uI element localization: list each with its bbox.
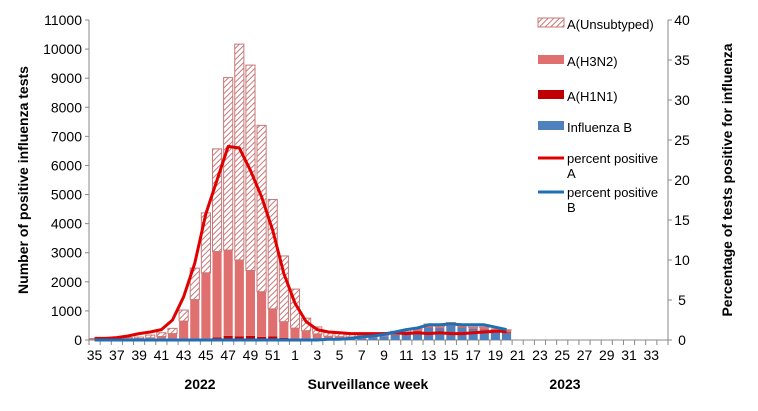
bar-a-unsubtyped- (179, 310, 188, 321)
x-tick-label: 25 (554, 347, 570, 363)
y-tick-label: 4000 (51, 216, 82, 232)
x-tick-label: 49 (243, 347, 259, 363)
bar-influenza-b (391, 335, 400, 340)
x-tick-label: 51 (265, 347, 281, 363)
bar-a-h3n2- (179, 321, 188, 339)
x-tick-label: 11 (399, 347, 414, 363)
y2-tick-label: 20 (674, 172, 690, 188)
x-axis-label: Surveillance week (308, 376, 429, 392)
bar-a-h3n2- (302, 331, 311, 339)
bar-a-unsubtyped- (146, 335, 155, 338)
line-percent-positive-a (95, 146, 507, 338)
legend: A(Unsubtyped) A(H3N2) A(H1N1) Influenza B pe… (538, 17, 658, 215)
legend-swatch-a-unsubtyped- (538, 18, 564, 27)
bar-a-unsubtyped- (135, 337, 144, 338)
bar-a-h3n2- (290, 328, 299, 338)
y2-tick-label: 15 (674, 212, 690, 228)
legend-label-a-h1n1-: A(H1N1) (567, 89, 618, 104)
bar-a-unsubtyped- (268, 199, 277, 308)
x-tick-label: 15 (443, 347, 459, 363)
y-tick-label: 8000 (51, 99, 82, 115)
y-tick-label: 11000 (44, 12, 82, 28)
x-tick-label: 35 (87, 347, 103, 363)
y2-tick-label: 40 (674, 12, 690, 28)
bar-a-h3n2- (190, 300, 199, 339)
legend-swatch-a-h3n2- (538, 55, 564, 64)
y-tick-label: 6000 (51, 157, 82, 173)
x-tick-label: 21 (510, 347, 526, 363)
x-tick-label: 33 (644, 347, 660, 363)
bar-a-h3n2- (212, 252, 221, 338)
y-tick-label: 10000 (43, 41, 82, 57)
y-tick-label: 7000 (51, 128, 82, 144)
bar-a-h3n2- (268, 309, 277, 337)
y2-tick-label: 30 (674, 92, 690, 108)
x-tick-label: 31 (621, 347, 637, 363)
y-tick-label: 0 (74, 332, 82, 348)
year-label-2023: 2023 (549, 376, 580, 392)
x-tick-label: 27 (577, 347, 593, 363)
bar-a-unsubtyped- (157, 333, 166, 337)
x-tick-label: 41 (154, 347, 170, 363)
bar-influenza-b (368, 338, 377, 340)
legend-label-a-h3n2-: A(H3N2) (567, 54, 618, 69)
bar-a-h3n2- (257, 292, 266, 337)
x-tick-label: 43 (176, 347, 192, 363)
bar-a-unsubtyped- (224, 78, 233, 251)
x-tick-label: 13 (421, 347, 437, 363)
x-tick-label: 1 (291, 347, 299, 363)
x-tick-label: 29 (599, 347, 615, 363)
bar-a-h3n2- (224, 250, 233, 336)
y-tick-label: 5000 (51, 187, 82, 203)
x-tick-label: 9 (380, 347, 388, 363)
y-tick-label: 3000 (51, 245, 82, 261)
x-tick-label: 39 (131, 347, 147, 363)
bar-influenza-b (502, 333, 511, 340)
y2-tick-label: 35 (674, 52, 690, 68)
x-tick-label: 45 (198, 347, 214, 363)
y-axis-label: Number of positive influenza tests (15, 66, 31, 294)
x-tick-label: 19 (488, 347, 504, 363)
legend-swatch-influenza-b (538, 121, 564, 130)
y2-tick-label: 10 (674, 252, 690, 268)
bar-a-unsubtyped- (168, 328, 177, 333)
bar-a-h3n2- (246, 270, 255, 335)
x-tick-label: 17 (465, 347, 481, 363)
bar-a-unsubtyped- (212, 149, 221, 252)
bar-a-h1n1- (480, 329, 489, 330)
y-tick-label: 9000 (51, 70, 82, 86)
x-tick-label: 47 (220, 347, 236, 363)
y2-tick-label: 25 (674, 132, 690, 148)
year-label-2022: 2022 (184, 376, 215, 392)
x-tick-label: 5 (336, 347, 344, 363)
x-tick-label: 3 (313, 347, 321, 363)
bar-a-h3n2- (279, 322, 288, 338)
y2-axis-label: Percentage of tests positive for influen… (719, 43, 735, 316)
legend-swatch-a-h1n1- (538, 90, 564, 99)
y2-tick-label: 5 (678, 292, 686, 308)
y-tick-label: 1000 (51, 303, 82, 319)
bar-influenza-b (380, 337, 389, 340)
bar-a-h3n2- (235, 260, 244, 336)
y-tick-label: 2000 (51, 274, 82, 290)
x-tick-label: 23 (532, 347, 548, 363)
legend-label-influenza-b: Influenza B (567, 120, 632, 135)
x-tick-label: 37 (109, 347, 125, 363)
legend-label-a-unsubtyped-: A(Unsubtyped) (567, 17, 654, 32)
bar-a-h3n2- (201, 273, 210, 338)
x-tick-label: 7 (358, 347, 366, 363)
y2-tick-label: 0 (678, 332, 686, 348)
